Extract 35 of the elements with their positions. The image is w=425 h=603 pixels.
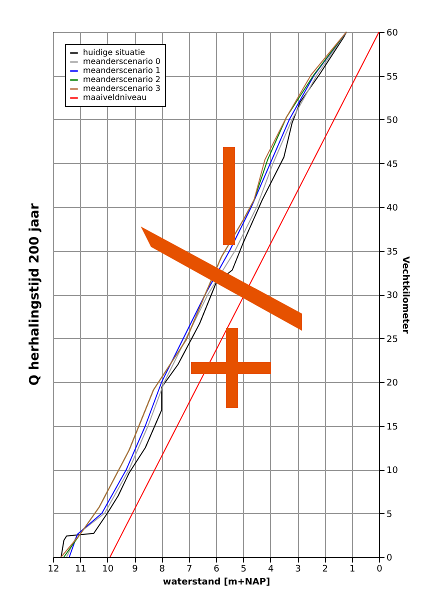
x-tick-label: 3 [295, 564, 301, 574]
y-tick-label: 0 [386, 554, 392, 564]
y-tick-label: 35 [386, 247, 398, 258]
text: Q herhalingstijd 200 jaar [27, 202, 42, 386]
x-tick-label: 9 [132, 564, 138, 574]
y-tick-label: 45 [386, 160, 398, 170]
y-tick-label: 5 [386, 510, 392, 520]
x-tick-label: 8 [159, 564, 166, 574]
y-tick-label: 10 [386, 466, 398, 476]
x-tick-label: 7 [186, 564, 192, 574]
y-tick-label: 25 [386, 334, 398, 345]
x-tick-label: 12 [48, 564, 60, 574]
x-tick-label: 10 [102, 564, 114, 574]
y-axis-title: Vechtkilometer [400, 256, 410, 334]
y-tick-label: 40 [386, 204, 398, 214]
y-tick-label: 15 [386, 422, 398, 432]
legend-label: meanderscenario 2 [83, 75, 160, 84]
legend-label: meanderscenario 3 [83, 84, 160, 93]
x-tick-label: 5 [240, 564, 247, 574]
x-tick-label: 6 [214, 564, 220, 574]
legend-label: maaiveldniveau [83, 93, 147, 102]
x-tick-label: 11 [74, 564, 86, 574]
x-axis-title: waterstand [m+NAP] [162, 578, 270, 588]
y-tick-label: 55 [386, 72, 398, 82]
x-tick-label: 0 [376, 564, 383, 574]
y-tick-label: 50 [386, 116, 398, 126]
legend-label: huidige situatie [83, 48, 146, 57]
x-tick-label: 4 [268, 564, 274, 574]
x-tick-label: 1 [349, 564, 356, 574]
legend-label: meanderscenario 1 [83, 66, 160, 75]
y-tick-label: 60 [386, 28, 398, 38]
x-tick-label: 2 [322, 564, 328, 574]
y-tick-label: 30 [386, 291, 398, 301]
legend-label: meanderscenario 0 [83, 57, 160, 66]
y-tick-label: 20 [386, 378, 398, 388]
